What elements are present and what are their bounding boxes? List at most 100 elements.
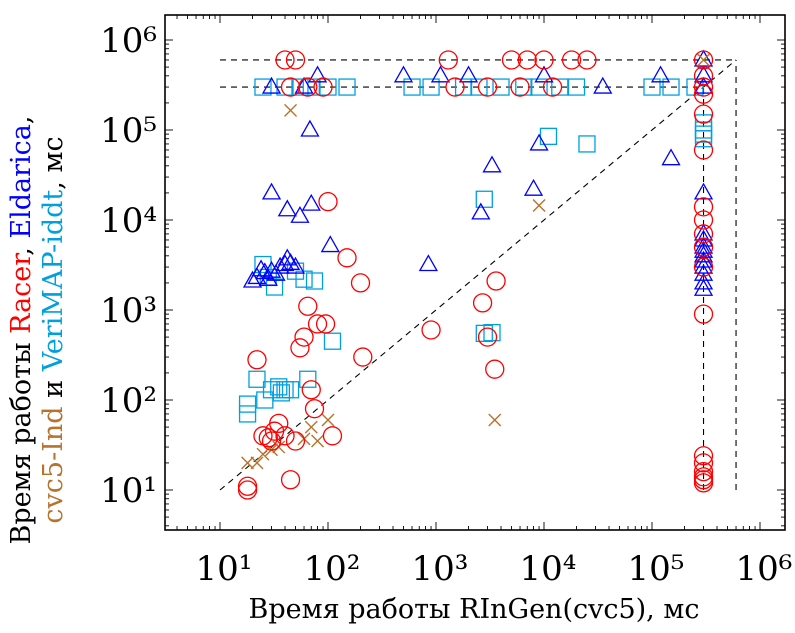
y-tick-label: 10⁴: [100, 201, 157, 241]
data-point-square: [662, 78, 680, 96]
data-point-circle: [350, 273, 371, 293]
data-point-circle: [337, 248, 357, 268]
data-point-circle: [280, 77, 301, 97]
data-point-square: [567, 78, 586, 96]
x-tick-label: 10⁴: [520, 549, 577, 589]
data-point-square: [492, 78, 510, 96]
data-point-circle: [353, 347, 373, 367]
y-title-segment: ,: [6, 116, 37, 125]
data-point-circle: [485, 359, 505, 379]
data-point-circle: [534, 50, 554, 70]
plot-frame: [164, 14, 786, 531]
data-point-square: [262, 381, 281, 399]
data-point-square: [254, 78, 272, 96]
data-point-triangle: [693, 240, 714, 258]
data-point-triangle: [471, 202, 491, 220]
data-point-cross: [311, 434, 325, 448]
data-point-circle: [275, 426, 295, 446]
data-point-triangle: [261, 182, 282, 200]
data-point-square: [338, 78, 356, 96]
data-point-circle: [298, 77, 318, 97]
data-point-circle: [693, 77, 714, 97]
data-point-circle: [237, 480, 258, 500]
y-tick-label: 10²: [100, 381, 157, 421]
data-point-cross: [488, 413, 502, 427]
data-point-circle: [693, 461, 714, 482]
data-point-triangle: [523, 178, 544, 196]
data-point-square: [422, 78, 440, 96]
data-point-square: [643, 78, 661, 96]
data-point-circle: [307, 314, 328, 334]
data-point-circle: [275, 50, 295, 70]
y-tick-label: 10³: [100, 291, 157, 331]
data-point-triangle: [693, 65, 714, 83]
data-point-circle: [542, 77, 563, 97]
data-point-triangle: [300, 119, 320, 137]
data-point-circle: [294, 327, 314, 347]
data-point-circle: [285, 50, 306, 70]
y-title-segment: VeriMAP-iddt: [38, 190, 69, 373]
data-point-circle: [693, 104, 714, 124]
data-point-cross: [241, 456, 255, 470]
y-title-segment: Время работы: [6, 334, 37, 545]
data-point-cross: [697, 53, 711, 67]
data-point-triangle: [285, 256, 306, 274]
data-point-square: [305, 272, 324, 290]
y-title-segment: , мс: [38, 136, 69, 189]
data-point-circle: [693, 453, 714, 473]
data-point-triangle: [275, 254, 295, 272]
data-point-circle: [304, 399, 325, 419]
data-point-circle: [693, 210, 714, 230]
y-title-segment: ,: [6, 239, 37, 256]
data-point-square: [470, 78, 488, 96]
data-point-circle: [693, 197, 714, 217]
data-point-circle: [438, 50, 458, 70]
data-point-circle: [561, 50, 582, 70]
x-tick-label: 10⁶: [736, 549, 793, 589]
data-point-triangle: [693, 278, 714, 296]
axis-ticks: [165, 15, 785, 530]
data-point-circle: [258, 428, 278, 448]
data-point-cross: [304, 420, 318, 434]
data-point-square: [238, 405, 257, 423]
data-point-triangle: [393, 65, 414, 83]
data-point-square: [248, 370, 266, 388]
data-point-triangle: [661, 148, 681, 166]
data-point-circle: [693, 257, 714, 277]
data-point-circle: [301, 380, 321, 400]
data-point-circle: [237, 476, 258, 496]
data-point-circle: [693, 50, 714, 70]
data-point-triangle: [290, 205, 310, 223]
data-point-cross: [321, 413, 335, 427]
data-point-circle: [298, 296, 318, 316]
data-point-square: [281, 381, 300, 399]
data-point-triangle: [458, 65, 479, 83]
data-point-circle: [693, 140, 714, 160]
x-tick-label: 10⁵: [628, 549, 685, 589]
y-axis-title-line2: cvc5-Ind и VeriMAP-iddt, мс: [38, 136, 69, 523]
data-point-square: [295, 270, 313, 288]
data-point-triangle: [693, 223, 714, 241]
data-point-circle: [693, 224, 714, 244]
data-point-circle: [322, 426, 343, 446]
data-point-circle: [477, 77, 498, 97]
x-tick-label: 10¹: [196, 549, 253, 589]
data-point-triangle: [251, 259, 271, 277]
data-point-circle: [577, 50, 597, 70]
data-points: [237, 49, 714, 500]
data-point-triangle: [693, 272, 714, 290]
reference-lines: [219, 59, 737, 491]
data-point-triangle: [650, 65, 671, 83]
data-point-circle: [261, 431, 282, 451]
data-point-cross: [250, 456, 264, 470]
data-point-triangle: [693, 182, 714, 200]
data-point-circle: [472, 293, 493, 313]
x-tick-label: 10²: [304, 549, 361, 589]
plot-border: [164, 14, 786, 531]
data-point-circle: [285, 431, 306, 451]
data-point-triangle: [280, 253, 301, 270]
x-tick-label: 10³: [412, 549, 469, 589]
data-point-circle: [486, 271, 506, 291]
y-tick-labels: 10¹ 10² 10³ 10⁴ 10⁵ 10⁶: [100, 21, 157, 511]
